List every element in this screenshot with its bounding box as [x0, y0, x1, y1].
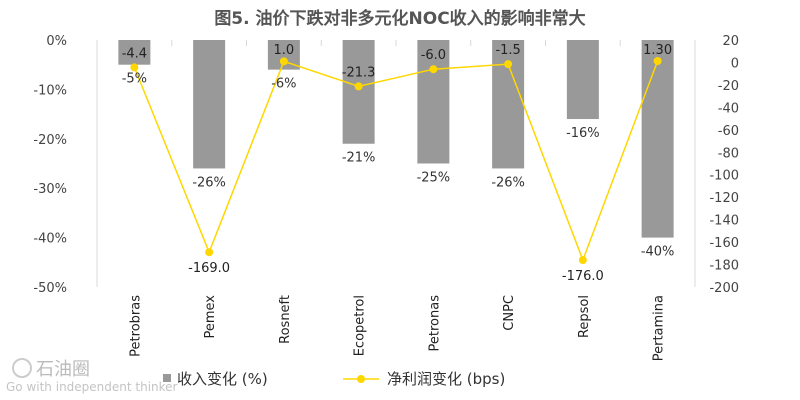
y-right-tick-label: -160 — [709, 236, 739, 251]
line-point-repsol — [578, 256, 587, 265]
net-profit-line — [133, 60, 659, 263]
watermark-logo-icon — [12, 358, 32, 378]
y-right-tick-label: -100 — [709, 169, 739, 184]
bar-value-label: -21% — [342, 151, 376, 166]
line-value-label: -21.3 — [342, 65, 376, 80]
category-label-repsol: Repsol — [577, 295, 592, 338]
bar-ecopetrol — [342, 40, 375, 144]
y-left-tick-label: -20% — [33, 133, 67, 148]
bar-petronas — [417, 40, 450, 164]
y-left-tick-label: -30% — [33, 182, 67, 197]
bar-value-label: -6% — [271, 77, 296, 92]
bar-value-label: -16% — [566, 126, 600, 141]
bar-value-label: -26% — [192, 175, 226, 190]
category-label-pemex: Pemex — [203, 295, 218, 339]
data-labels: -5% -26% -6% -21% -25% -26% -16% -40% -4.4 -169.0… — [122, 43, 675, 284]
category-label-petrobras: Petrobras — [128, 295, 143, 357]
line-point-cnpc — [504, 60, 513, 69]
legend-line-marker — [357, 375, 365, 383]
y-right-tick-label: 0 — [731, 56, 739, 71]
category-label-rosneft: Rosneft — [278, 295, 293, 344]
y-right-tick-label: -60 — [718, 124, 739, 139]
y-left-tick-label: -10% — [33, 83, 67, 98]
axes: 0% -10% -20% -30% -40% -50% 20 0 -20 -40 -60 -80 -10… — [33, 34, 739, 361]
line-value-label: -6.0 — [421, 48, 446, 63]
bars — [118, 40, 674, 238]
y-right-tick-label: -20 — [718, 79, 739, 94]
category-label-cnpc: CNPC — [502, 295, 517, 331]
bar-repsol — [566, 40, 599, 120]
line-value-label: -4.4 — [122, 46, 147, 61]
category-label-petronas: Petronas — [427, 295, 442, 352]
y-right-tick-label: -120 — [709, 191, 739, 206]
bar-petrobras — [118, 40, 151, 65]
watermark-text: 石油圈 — [36, 359, 90, 380]
legend-line-label: 净利润变化 (bps) — [387, 370, 505, 388]
line-value-label: -1.5 — [495, 43, 520, 58]
line-value-label: 1.0 — [274, 43, 295, 58]
y-right-tick-label: -140 — [709, 214, 739, 229]
category-label-ecopetrol: Ecopetrol — [353, 295, 368, 356]
line-value-label: -176.0 — [562, 269, 604, 284]
line-point-rosneft — [279, 57, 288, 66]
bar-cnpc — [492, 40, 525, 169]
watermark-subtext: Go with independent thinker — [6, 380, 178, 394]
line-value-label: -169.0 — [188, 261, 230, 276]
category-label-pertamina: Pertamina — [652, 295, 667, 361]
bar-value-label: -5% — [122, 72, 147, 87]
y-right-tick-label: 20 — [722, 34, 739, 49]
chart-title: 图5. 油价下跌对非多元化NOC收入的影响非常大 — [214, 8, 585, 29]
line-point-ecopetrol — [354, 82, 363, 91]
legend-bar-label: 收入变化 (%) — [177, 370, 268, 388]
y-left-tick-label: -40% — [33, 232, 67, 247]
bar-pemex — [193, 40, 226, 169]
y-left-tick-label: 0% — [46, 34, 67, 49]
y-right-tick-label: -180 — [709, 259, 739, 274]
bar-value-label: -40% — [641, 245, 675, 260]
line-point-pertamina — [653, 56, 662, 65]
line-point-petronas — [429, 65, 438, 74]
y-right-tick-label: -200 — [709, 281, 739, 296]
line-value-label: 1.30 — [643, 43, 672, 58]
watermark: 石油圈 Go with independent thinker — [6, 358, 178, 394]
y-right-tick-label: -80 — [718, 146, 739, 161]
bar-value-label: -26% — [491, 175, 525, 190]
y-left-tick-label: -50% — [33, 281, 67, 296]
bar-pertamina — [641, 40, 674, 238]
bar-value-label: -25% — [417, 171, 451, 186]
line-point-pemex — [205, 248, 214, 257]
legend-bar-swatch — [163, 374, 171, 382]
line-series — [130, 56, 662, 265]
y-right-tick-label: -40 — [718, 101, 739, 116]
legend: 收入变化 (%) 净利润变化 (bps) — [163, 370, 505, 388]
line-point-petrobras — [130, 63, 139, 72]
